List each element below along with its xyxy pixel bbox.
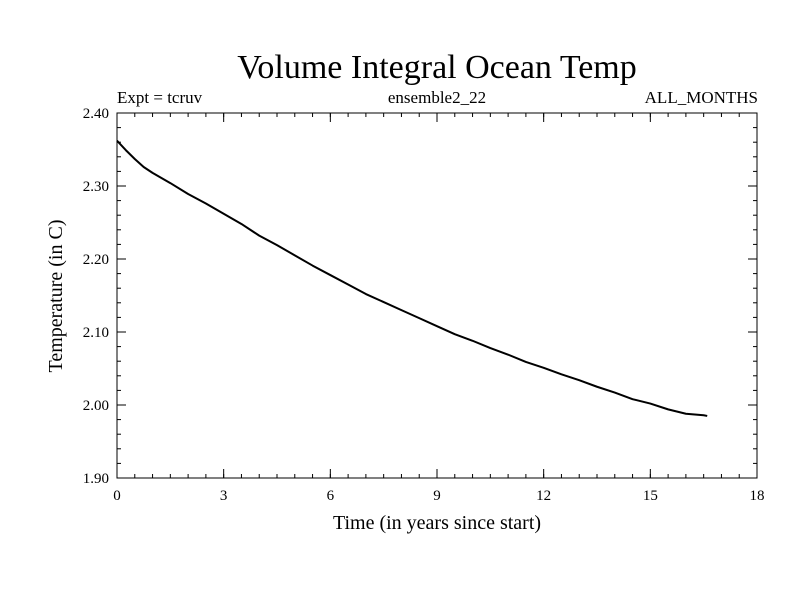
y-tick-label: 2.40 [83, 106, 109, 122]
series-layer [116, 140, 708, 417]
chart-subtitle-months: ALL_MONTHS [645, 88, 758, 107]
x-tick-label: 3 [220, 488, 228, 504]
axis-ticks [116, 112, 758, 479]
tick-labels: 0 3 6 9 12 15 18 1.90 2.00 2.10 2.20 2.30 2.40 [83, 106, 765, 504]
y-axis-label: Temperature (in C) [45, 220, 67, 373]
x-tick-label: 18 [750, 488, 765, 504]
x-tick-label: 9 [433, 488, 441, 504]
x-tick-label: 15 [643, 488, 658, 504]
y-tick-label: 1.90 [83, 471, 109, 487]
x-axis-label: Time (in years since start) [333, 512, 541, 534]
temperature-series-line [116, 140, 708, 417]
chart-title: Volume Integral Ocean Temp [237, 49, 637, 86]
chart-subtitle-ensemble: ensemble2_22 [388, 88, 486, 107]
y-tick-label: 2.20 [83, 252, 109, 268]
y-tick-label: 2.00 [83, 398, 109, 414]
plot-frame [116, 112, 758, 479]
y-tick-label: 2.10 [83, 325, 109, 341]
x-tick-label: 6 [327, 488, 335, 504]
y-tick-label: 2.30 [83, 179, 109, 195]
chart-subtitle-expt: Expt = tcruv [117, 88, 203, 107]
x-tick-label: 0 [113, 488, 121, 504]
x-tick-label: 12 [536, 488, 551, 504]
